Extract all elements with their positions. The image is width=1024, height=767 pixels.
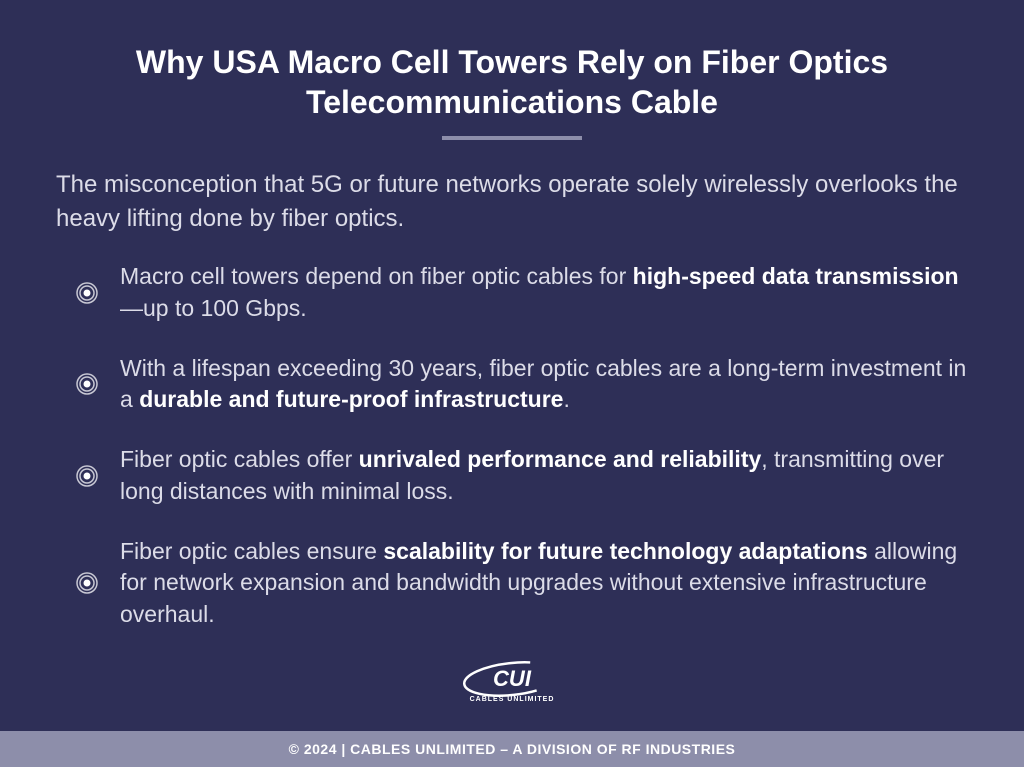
brand-logo-icon: CUI CABLES UNLIMITED [447,659,577,705]
bullet-text: Macro cell towers depend on fiber optic … [120,261,968,324]
target-icon [76,282,98,304]
svg-text:CUI: CUI [493,666,532,691]
intro-paragraph: The misconception that 5G or future netw… [56,168,968,235]
list-item: With a lifespan exceeding 30 years, fibe… [76,353,968,416]
list-item: Macro cell towers depend on fiber optic … [76,261,968,324]
list-item: Fiber optic cables offer unrivaled perfo… [76,444,968,507]
bullet-list: Macro cell towers depend on fiber optic … [56,261,968,631]
target-icon [76,572,98,594]
title-divider [442,136,582,140]
target-icon [76,373,98,395]
footer-bar: © 2024 | CABLES UNLIMITED – A DIVISION O… [0,731,1024,767]
bullet-text: Fiber optic cables offer unrivaled perfo… [120,444,968,507]
main-content: Why USA Macro Cell Towers Rely on Fiber … [0,0,1024,731]
list-item: Fiber optic cables ensure scalability fo… [76,536,968,631]
bullet-text: With a lifespan exceeding 30 years, fibe… [120,353,968,416]
page-title: Why USA Macro Cell Towers Rely on Fiber … [56,42,968,122]
svg-text:CABLES UNLIMITED: CABLES UNLIMITED [470,696,555,703]
target-icon [76,465,98,487]
footer-text: © 2024 | CABLES UNLIMITED – A DIVISION O… [289,741,736,757]
logo-container: CUI CABLES UNLIMITED [56,659,968,710]
bullet-text: Fiber optic cables ensure scalability fo… [120,536,968,631]
